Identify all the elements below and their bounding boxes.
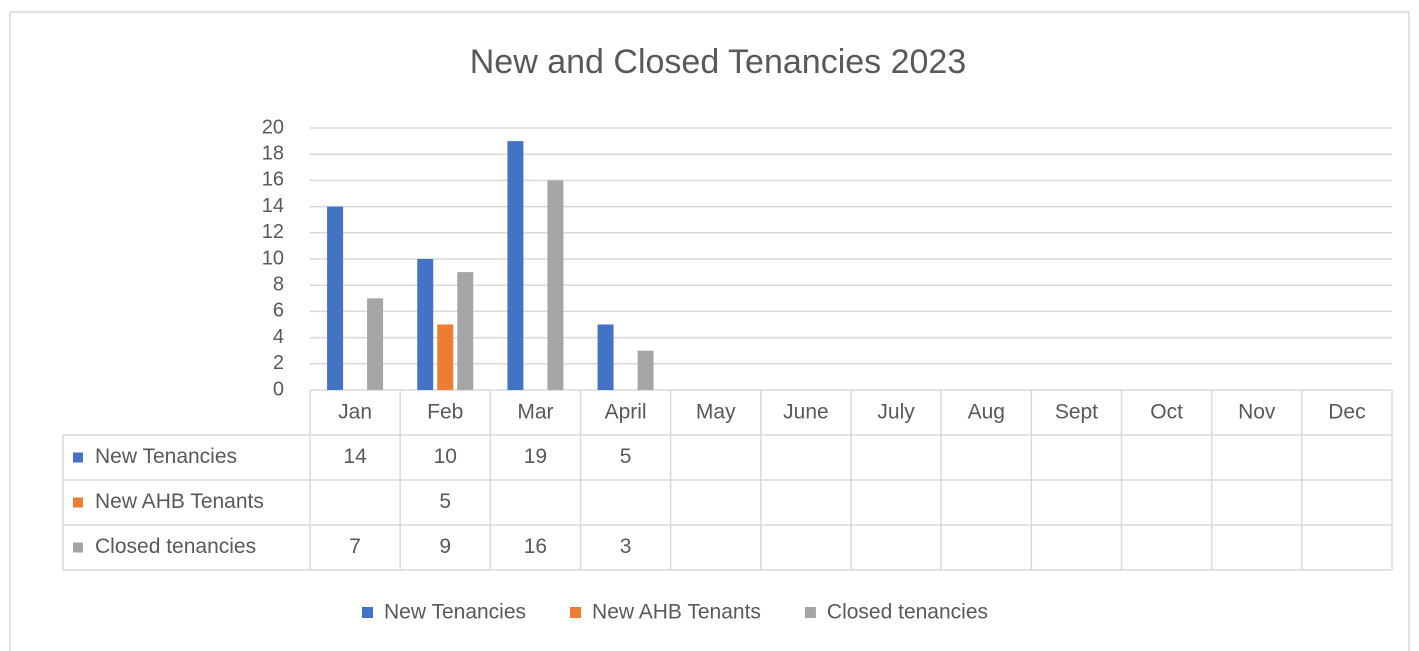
x-tick-label: Mar: [517, 401, 553, 424]
x-tick-label: Aug: [968, 401, 1005, 424]
x-tick-label: Oct: [1150, 401, 1183, 424]
x-tick-label: Jan: [338, 401, 372, 424]
x-tick-label: May: [696, 401, 736, 424]
table-cell: 3: [620, 535, 632, 558]
y-tick-label: 14: [262, 195, 284, 217]
x-tick-label: Nov: [1238, 401, 1276, 424]
bar: [327, 206, 344, 390]
bar: [367, 298, 384, 390]
y-tick-label: 16: [262, 169, 284, 191]
x-tick-label: June: [783, 401, 829, 424]
y-tick-label: 12: [262, 221, 284, 243]
legend-label: New AHB Tenants: [592, 601, 761, 624]
y-tick-label: 2: [273, 352, 284, 374]
bar: [597, 324, 614, 390]
legend-label: Closed tenancies: [827, 601, 988, 624]
bar: [547, 180, 564, 390]
x-tick-label: Sept: [1055, 401, 1098, 424]
x-tick-label: April: [605, 401, 647, 424]
table-legend-key: [73, 497, 83, 508]
y-tick-label: 6: [273, 300, 284, 322]
table-legend-key: [73, 542, 83, 553]
bar: [507, 141, 524, 390]
table-cell: 7: [349, 535, 361, 558]
legend-label: New Tenancies: [384, 601, 526, 624]
y-tick-label: 4: [273, 326, 284, 348]
table-legend-key: [73, 452, 83, 463]
table-row-label: New Tenancies: [95, 445, 237, 468]
legend-key: [570, 607, 582, 618]
table-cell: 9: [439, 535, 451, 558]
legend-key: [804, 607, 816, 618]
bar: [417, 259, 434, 390]
y-tick-label: 20: [262, 116, 284, 138]
table-cell: 5: [439, 490, 451, 513]
table-cell: 10: [434, 445, 457, 468]
y-tick-label: 8: [273, 273, 284, 295]
table-cell: 16: [524, 535, 547, 558]
bar: [637, 350, 654, 390]
table-cell: 5: [620, 445, 632, 468]
y-tick-label: 0: [273, 378, 284, 400]
chart-title: New and Closed Tenancies 2023: [470, 43, 967, 81]
x-tick-label: Dec: [1328, 401, 1365, 424]
table-row-label: New AHB Tenants: [95, 490, 264, 513]
x-tick-label: July: [877, 401, 915, 424]
x-tick-label: Feb: [427, 401, 463, 424]
chart-border: [9, 11, 1410, 651]
table-cell: 14: [343, 445, 367, 468]
table-cell: 19: [524, 445, 547, 468]
table-row-label: Closed tenancies: [95, 535, 256, 558]
y-tick-label: 18: [262, 142, 284, 164]
bar: [437, 324, 454, 390]
y-tick-label: 10: [262, 247, 284, 269]
legend-key: [362, 607, 373, 618]
bar: [457, 272, 474, 390]
